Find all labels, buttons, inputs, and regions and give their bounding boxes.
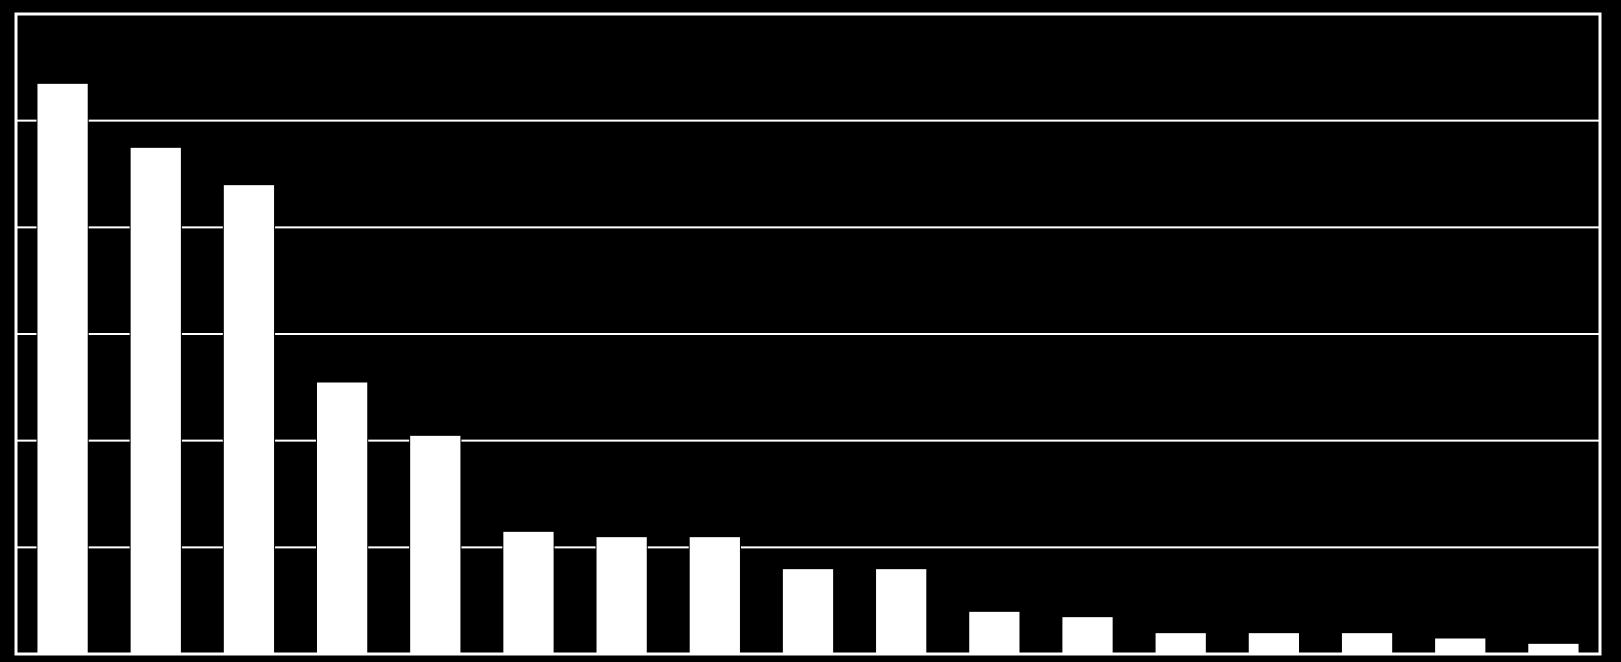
bar: [37, 83, 88, 654]
bar: [130, 147, 181, 654]
bar: [223, 185, 274, 654]
bar-chart: [0, 0, 1621, 662]
bar: [689, 537, 740, 654]
bar: [1435, 638, 1486, 654]
bar: [410, 435, 461, 654]
bar: [1062, 617, 1113, 654]
bar: [316, 382, 367, 654]
bar: [1341, 633, 1392, 654]
bar: [596, 537, 647, 654]
bar: [1248, 633, 1299, 654]
bar: [1528, 643, 1579, 654]
bar: [969, 611, 1020, 654]
bar: [1155, 633, 1206, 654]
bar: [876, 569, 927, 654]
bar: [782, 569, 833, 654]
bar: [503, 531, 554, 654]
